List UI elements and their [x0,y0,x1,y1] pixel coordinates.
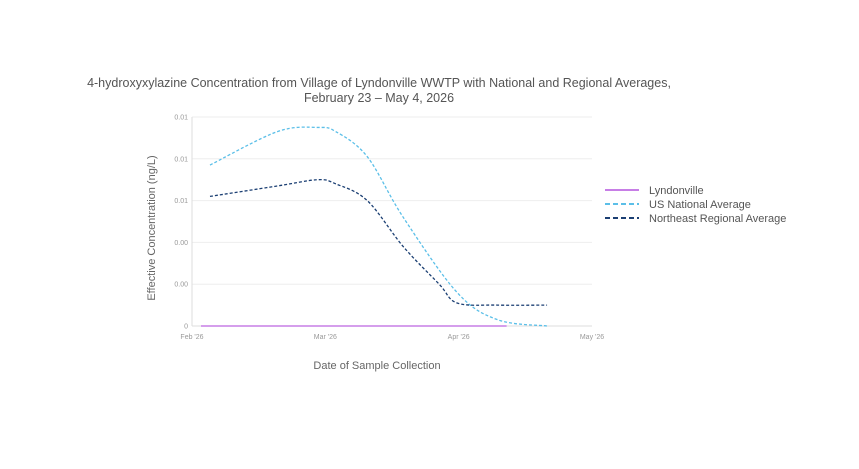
legend-item-lyndonville[interactable]: Lyndonville [605,185,704,197]
series-line-us-national-average [209,126,548,327]
y-tick-label: 0.01 [174,156,188,163]
x-tick-label: Mar '26 [314,334,337,341]
x-tick-label: May '26 [580,334,604,341]
chart-subtitle: February 23 – May 4, 2026 [304,91,454,105]
y-axis-label: Effective Concentration (ng/L) [146,155,158,300]
series-line-northeast-regional-average [209,178,548,306]
x-tick-label: Feb '26 [180,334,203,341]
legend-label: Northeast Regional Average [649,213,786,225]
legend-item-us-national-average[interactable]: US National Average [605,199,751,211]
y-tick-label: 0.00 [174,240,188,247]
y-tick-label: 0.00 [174,282,188,289]
axes [191,117,592,327]
tick-labels: 0 0.00 0.00 0.01 0.01 0.01 Feb '26 Mar '26 Apr '… [174,115,604,342]
legend-item-northeast-regional-average[interactable]: Northeast Regional Average [605,213,786,225]
legend-label: US National Average [649,199,751,211]
gridlines [192,116,592,285]
legend: Lyndonville US National Average Northeast … [605,185,786,225]
series-lines [200,126,548,327]
y-tick-label: 0.01 [174,115,188,122]
x-tick-label: Apr '26 [448,334,470,341]
y-tick-label: 0 [184,324,188,331]
legend-label: Lyndonville [649,185,704,197]
chart-title: 4-hydroxyxylazine Concentration from Vil… [87,76,671,90]
y-tick-label: 0.01 [174,198,188,205]
x-axis-label: Date of Sample Collection [313,360,440,372]
